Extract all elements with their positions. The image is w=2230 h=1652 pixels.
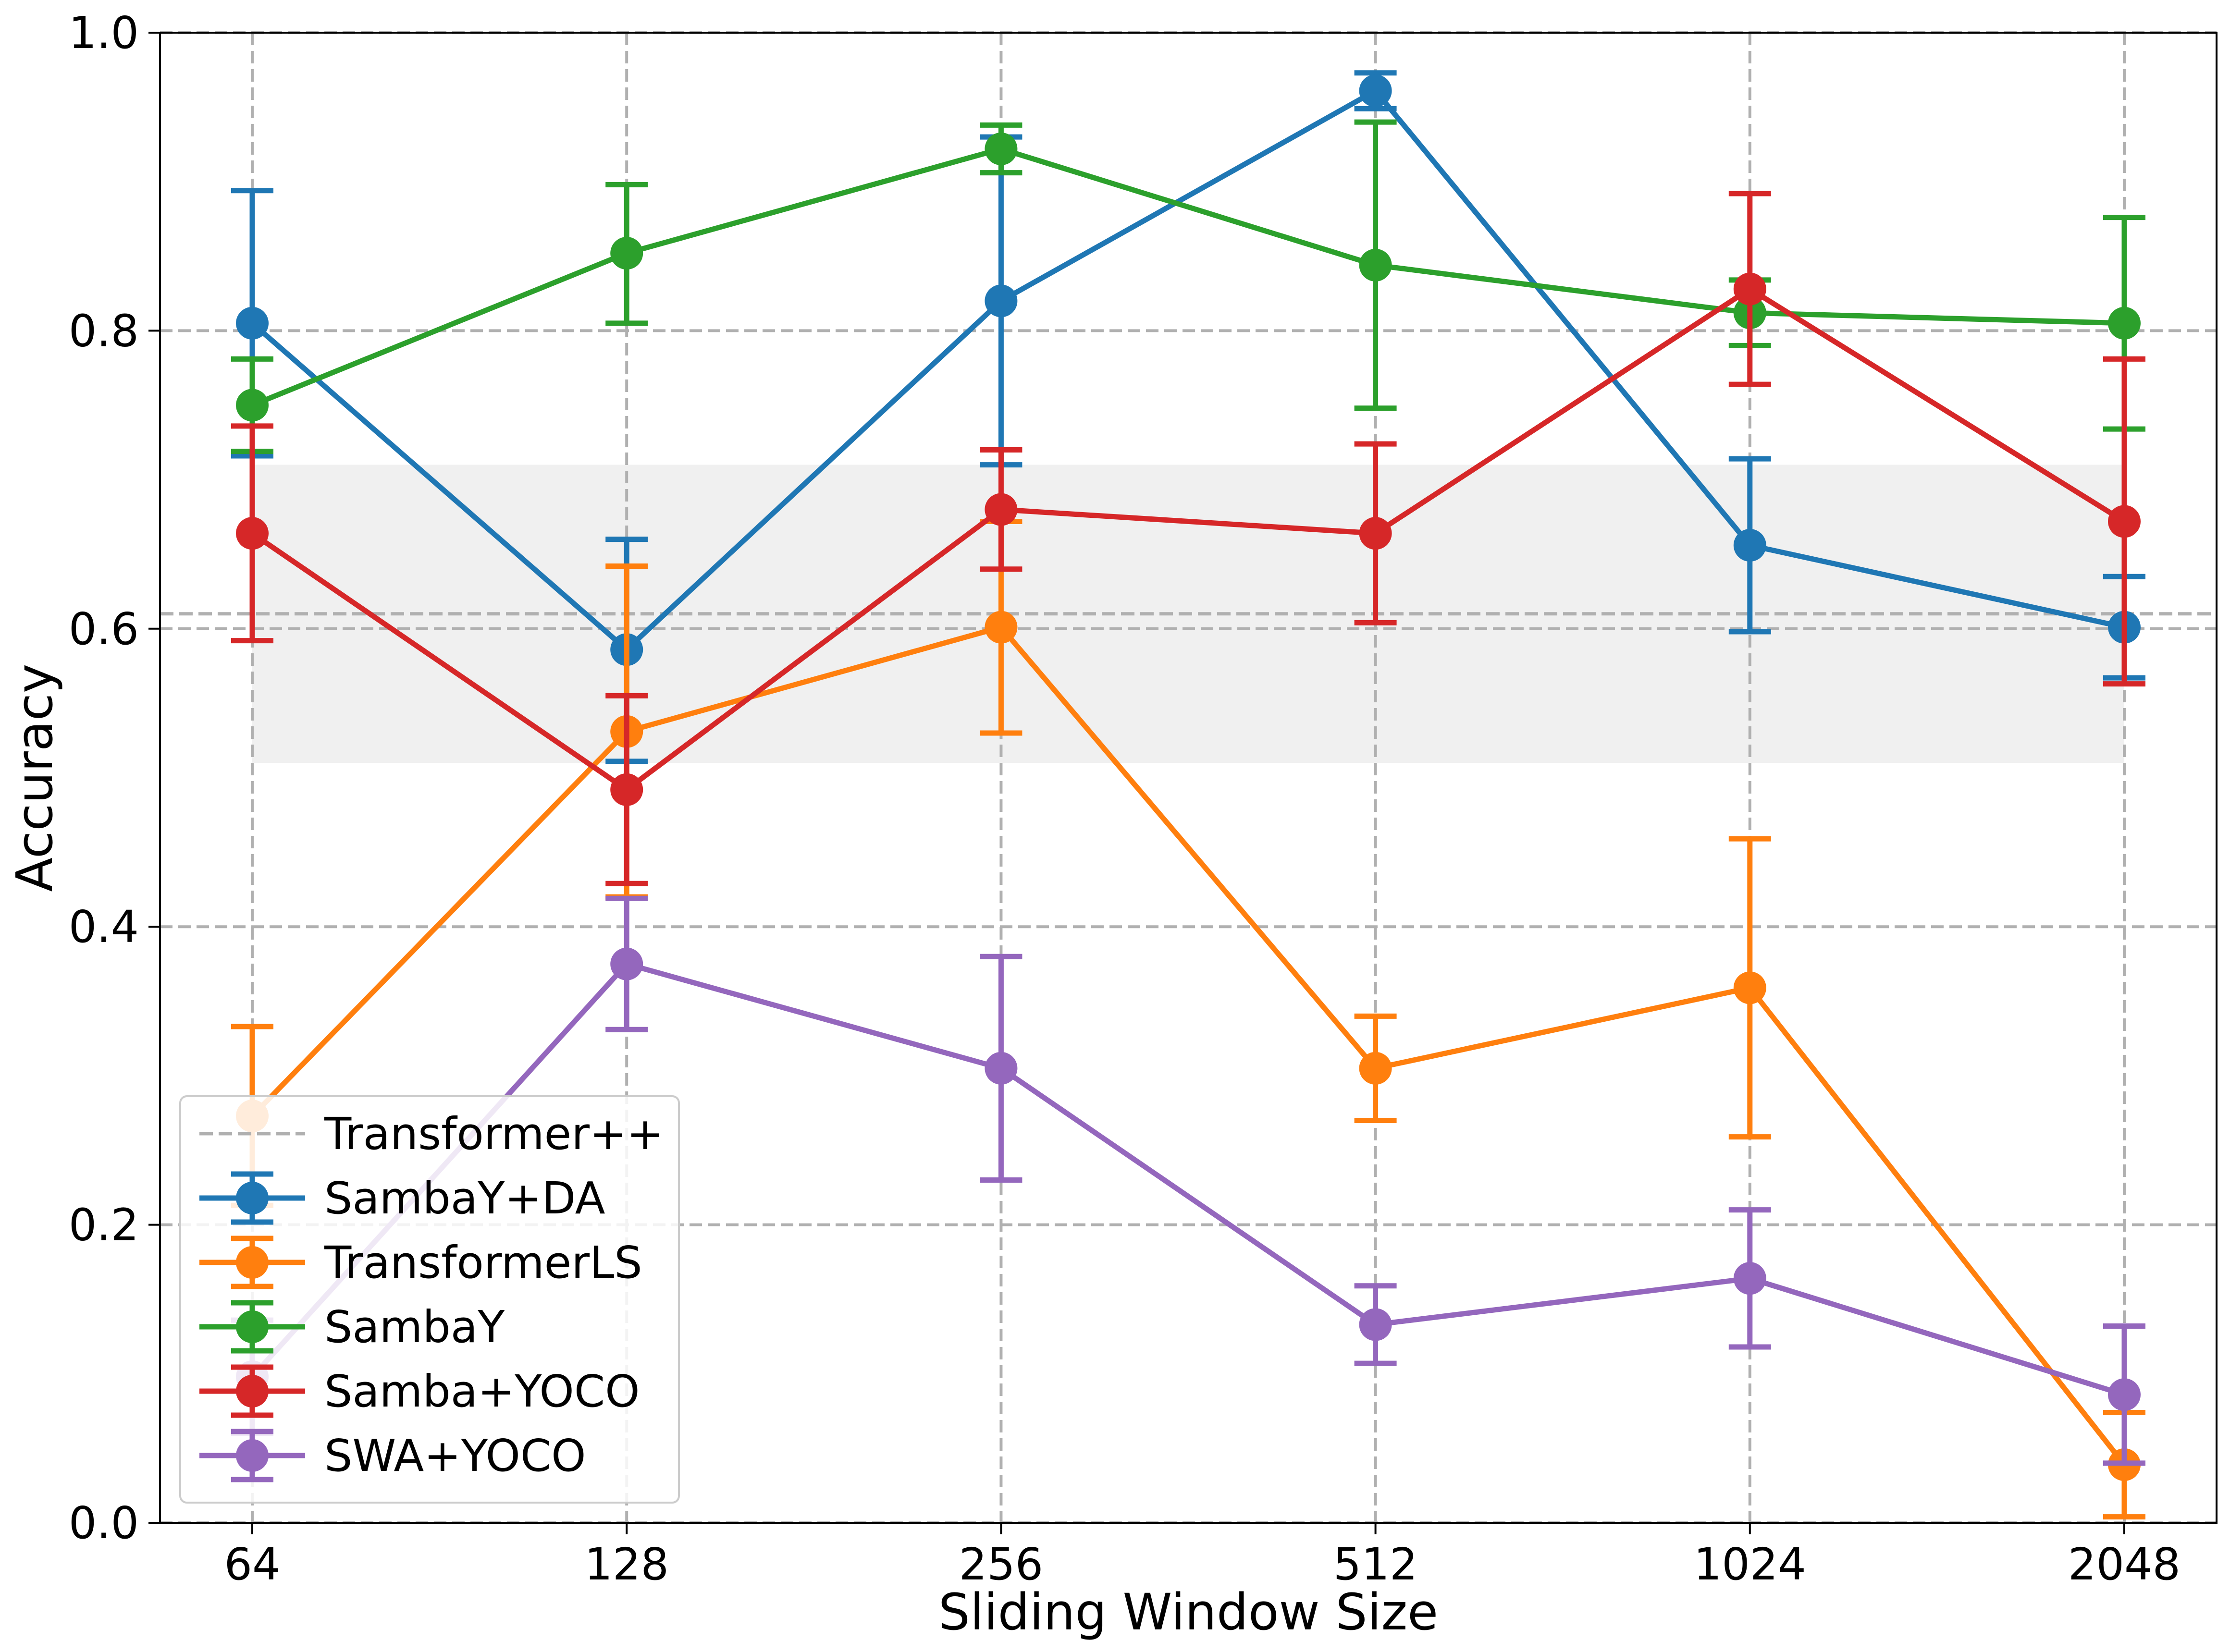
legend-label: TransformerLS: [324, 1237, 642, 1288]
data-point: [985, 611, 1018, 644]
x-tick-label: 128: [584, 1539, 669, 1590]
series-line: [250, 624, 2127, 1467]
series-layer: [231, 70, 2145, 1520]
legend-swatch-marker: [236, 1439, 269, 1472]
legend-entry: SambaY+DA: [199, 1171, 605, 1225]
series-line: [251, 146, 2125, 408]
legend-entry: SWA+YOCO: [199, 1429, 586, 1482]
data-point: [985, 132, 1018, 165]
series-line: [250, 286, 2126, 793]
data-point: [1359, 517, 1392, 550]
data-point: [236, 389, 269, 422]
legend-swatch-marker: [236, 1310, 269, 1343]
data-point: [1733, 529, 1766, 562]
data-point: [1733, 1262, 1766, 1295]
data-point: [2108, 306, 2141, 340]
x-tick-label: 1024: [1694, 1539, 1806, 1590]
x-tick-label: 64: [224, 1539, 280, 1590]
legend-swatch-marker: [236, 1375, 269, 1407]
legend-entry: Samba+YOCO: [199, 1364, 640, 1418]
data-point: [1359, 1308, 1392, 1341]
data-point: [985, 284, 1018, 318]
y-tick-label: 0.6: [69, 603, 139, 655]
series-samba-yoco: [231, 191, 2145, 886]
data-point: [1359, 1052, 1392, 1085]
plot-frame: [159, 32, 2218, 1524]
data-point: [610, 237, 643, 270]
data-point: [2108, 1378, 2141, 1411]
series-line: [250, 961, 2125, 1397]
data-point: [2108, 505, 2141, 538]
legend-entry: SambaY: [199, 1300, 505, 1354]
y-tick-label: 0.4: [69, 901, 139, 953]
x-tick-label: 256: [959, 1539, 1044, 1590]
series-sambay: [231, 119, 2145, 454]
y-tick-label: 1.0: [69, 7, 139, 59]
data-point: [1359, 248, 1392, 281]
data-point: [236, 306, 269, 340]
legend-label: SambaY+DA: [324, 1173, 605, 1224]
series-line: [250, 88, 2125, 652]
series-swa-yoco: [231, 895, 2145, 1466]
legend-swatch-marker: [236, 1182, 269, 1214]
data-point: [610, 947, 643, 980]
data-point: [1733, 971, 1766, 1004]
data-point: [236, 517, 269, 550]
data-point: [610, 773, 643, 806]
x-tick-label: 2048: [2068, 1539, 2181, 1590]
data-point: [985, 1052, 1018, 1085]
y-tick-label: 0.2: [69, 1199, 139, 1251]
legend: Transformer++ SambaY+DA TransformerLS Samba…: [179, 1095, 680, 1504]
y-tick-label: 0.0: [69, 1497, 139, 1549]
data-point: [985, 493, 1018, 526]
data-point: [1733, 272, 1766, 306]
x-tick-label: 512: [1333, 1539, 1418, 1590]
legend-label: SambaY: [324, 1301, 505, 1353]
data-point: [1359, 74, 1392, 107]
legend-entry: Transformer++: [199, 1108, 664, 1160]
y-tick-label: 0.8: [69, 305, 139, 356]
legend-label: Samba+YOCO: [324, 1366, 640, 1417]
axis-ticks: 64 128 256 512 1024 2048 0.0 0.2 0.4 0.6 0.8 1.0: [69, 7, 2181, 1590]
legend-entry: TransformerLS: [199, 1236, 642, 1289]
x-axis-title: Sliding Window Size: [938, 1583, 1438, 1641]
y-axis-title: Accuracy: [5, 664, 64, 892]
legend-label: SWA+YOCO: [324, 1430, 586, 1481]
legend-swatch-marker: [236, 1246, 269, 1279]
legend-label: Transformer++: [324, 1108, 664, 1160]
